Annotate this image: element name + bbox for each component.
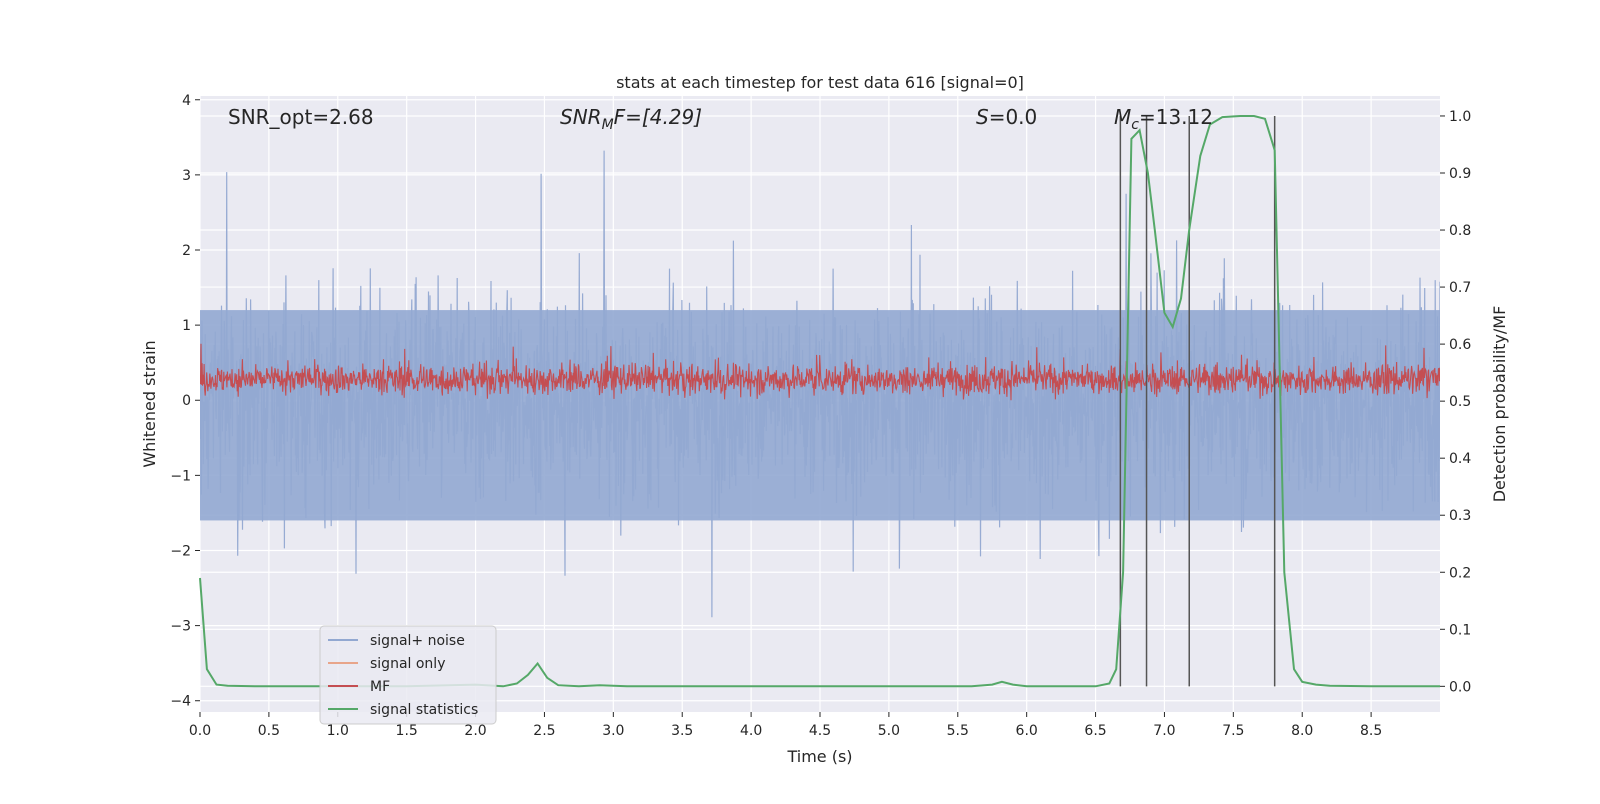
series-signal-noise: [200, 150, 1440, 618]
y-tick-label-left: −2: [170, 543, 191, 559]
y-tick-label-right: 0.8: [1449, 223, 1471, 239]
x-tick-label: 8.0: [1291, 723, 1313, 739]
series-mf: [200, 343, 1440, 401]
annotation-mc: Mc=13.12: [1114, 105, 1213, 133]
x-tick-label: 0.0: [189, 723, 211, 739]
y-tick-label-right: 0.7: [1449, 280, 1471, 296]
y-axis-label-left: Whitened strain: [140, 340, 159, 467]
x-tick-label: 3.0: [602, 723, 624, 739]
x-tick-label: 3.5: [671, 723, 693, 739]
y-tick-label-left: 0: [182, 393, 191, 409]
y-tick-label-left: 1: [182, 318, 191, 334]
y-tick-label-right: 0.1: [1449, 622, 1471, 638]
x-tick-label: 4.5: [809, 723, 831, 739]
y-tick-label-left: 2: [182, 243, 191, 259]
legend-label-mf: MF: [370, 679, 390, 695]
x-tick-label: 1.5: [396, 723, 418, 739]
x-tick-label: 6.0: [1016, 723, 1038, 739]
signal-noise-core: [200, 310, 1440, 521]
x-tick-label: 5.0: [878, 723, 900, 739]
annotation-snr-mf: SNRMF=[4.29]: [560, 105, 702, 133]
y-tick-label-right: 0.9: [1449, 166, 1471, 182]
legend-label-signal-statistics: signal statistics: [370, 702, 478, 718]
x-tick-label: 2.5: [533, 723, 555, 739]
x-axis-label: Time (s): [786, 747, 852, 766]
annotation-s: S=0.0: [976, 105, 1037, 129]
legend-label-signal-only: signal only: [370, 656, 445, 672]
vertical-lines: [1119, 115, 1276, 687]
chart-title: stats at each timestep for test data 616…: [616, 73, 1024, 92]
y-tick-label-left: 3: [182, 168, 191, 184]
y-tick-label-right: 0.0: [1449, 679, 1471, 695]
x-tick-label: 0.5: [258, 723, 280, 739]
x-tick-label: 7.5: [1222, 723, 1244, 739]
y-tick-label-left: 4: [182, 93, 191, 109]
series-signal-statistics: [199, 115, 1440, 688]
x-tick-label: 1.0: [327, 723, 349, 739]
x-tick-label: 4.0: [740, 723, 762, 739]
y-tick-label-left: −4: [170, 694, 191, 710]
annotation-snr-opt: SNR_opt=2.68: [228, 105, 374, 129]
y-tick-label-left: −1: [170, 468, 191, 484]
x-tick-label: 5.5: [947, 723, 969, 739]
y-tick-label-right: 0.5: [1449, 394, 1471, 410]
y-tick-label-right: 0.2: [1449, 565, 1471, 581]
y-tick-label-right: 0.3: [1449, 508, 1471, 524]
y-tick-label-right: 1.0: [1449, 109, 1471, 125]
legend-box: [319, 625, 497, 725]
x-tick-label: 6.5: [1084, 723, 1106, 739]
y-tick-label-left: −3: [170, 619, 191, 635]
y-tick-label-right: 0.4: [1449, 451, 1471, 467]
y-tick-label-right: 0.6: [1449, 337, 1471, 353]
legend-label-signal-noise: signal+ noise: [370, 633, 465, 649]
y-axis-label-right: Detection probability/MF: [1490, 306, 1509, 503]
legend: signal+ noise signal only MF signal stat…: [319, 625, 497, 725]
ticks: 0.0 0.5 1.0 1.5 2.0 2.5 3.0 3.5 4.0 4.5 5.0 5.5 6.0 6…: [170, 93, 1471, 739]
x-tick-label: 2.0: [464, 723, 486, 739]
mf-line: [200, 343, 1440, 401]
x-tick-label: 7.0: [1153, 723, 1175, 739]
x-tick-label: 8.5: [1360, 723, 1382, 739]
signal-statistics-line: [199, 115, 1440, 688]
